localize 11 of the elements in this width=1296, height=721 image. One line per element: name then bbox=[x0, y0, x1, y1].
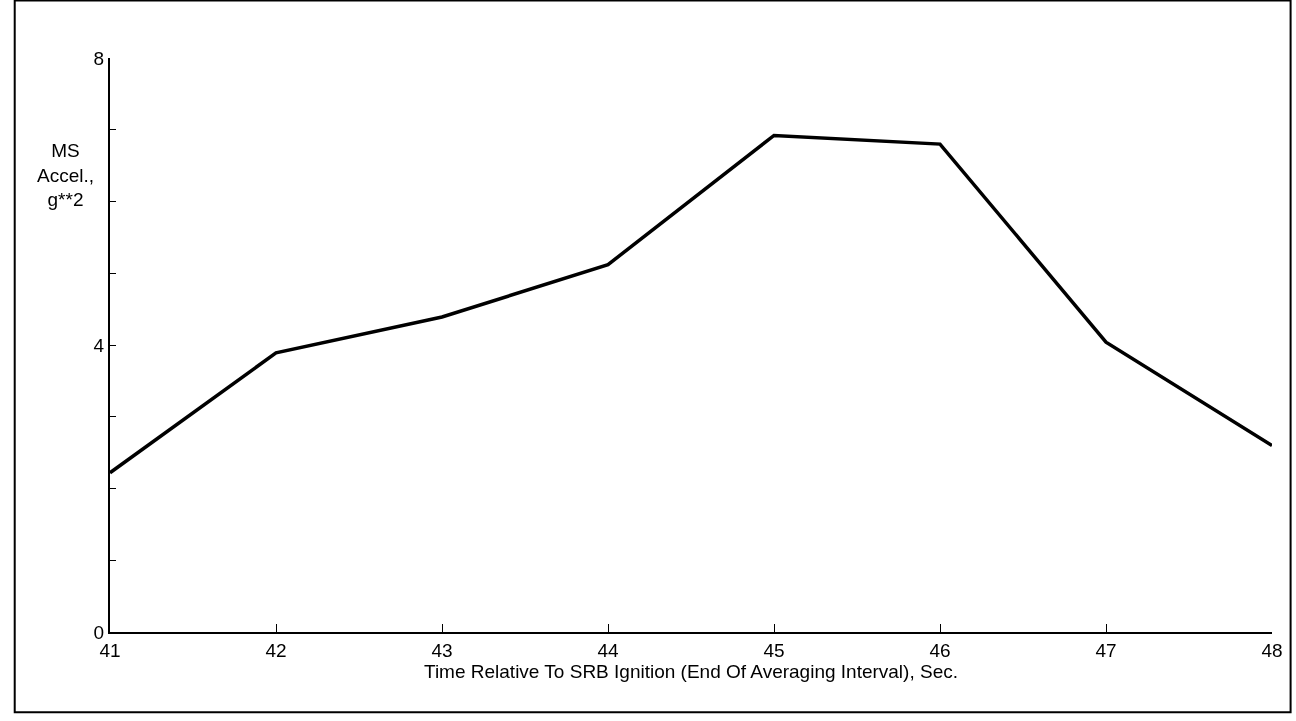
x-tick-label: 44 bbox=[597, 639, 619, 661]
x-tick-label: 45 bbox=[763, 639, 785, 661]
y-tick-label: 4 bbox=[93, 334, 105, 356]
x-axis-title: Time Relative To SRB Ignition (End Of Averaging Interval), Sec. bbox=[423, 660, 959, 682]
x-tick-label: 42 bbox=[265, 639, 287, 661]
x-tick-label: 47 bbox=[1095, 639, 1117, 661]
x-tick-label: 46 bbox=[929, 639, 951, 661]
x-tick-label: 43 bbox=[431, 639, 453, 661]
x-tick-label: 48 bbox=[1261, 639, 1283, 661]
y-tick-label: 8 bbox=[93, 47, 105, 69]
y-axis-title: MS Accel., g**2 bbox=[37, 140, 95, 211]
